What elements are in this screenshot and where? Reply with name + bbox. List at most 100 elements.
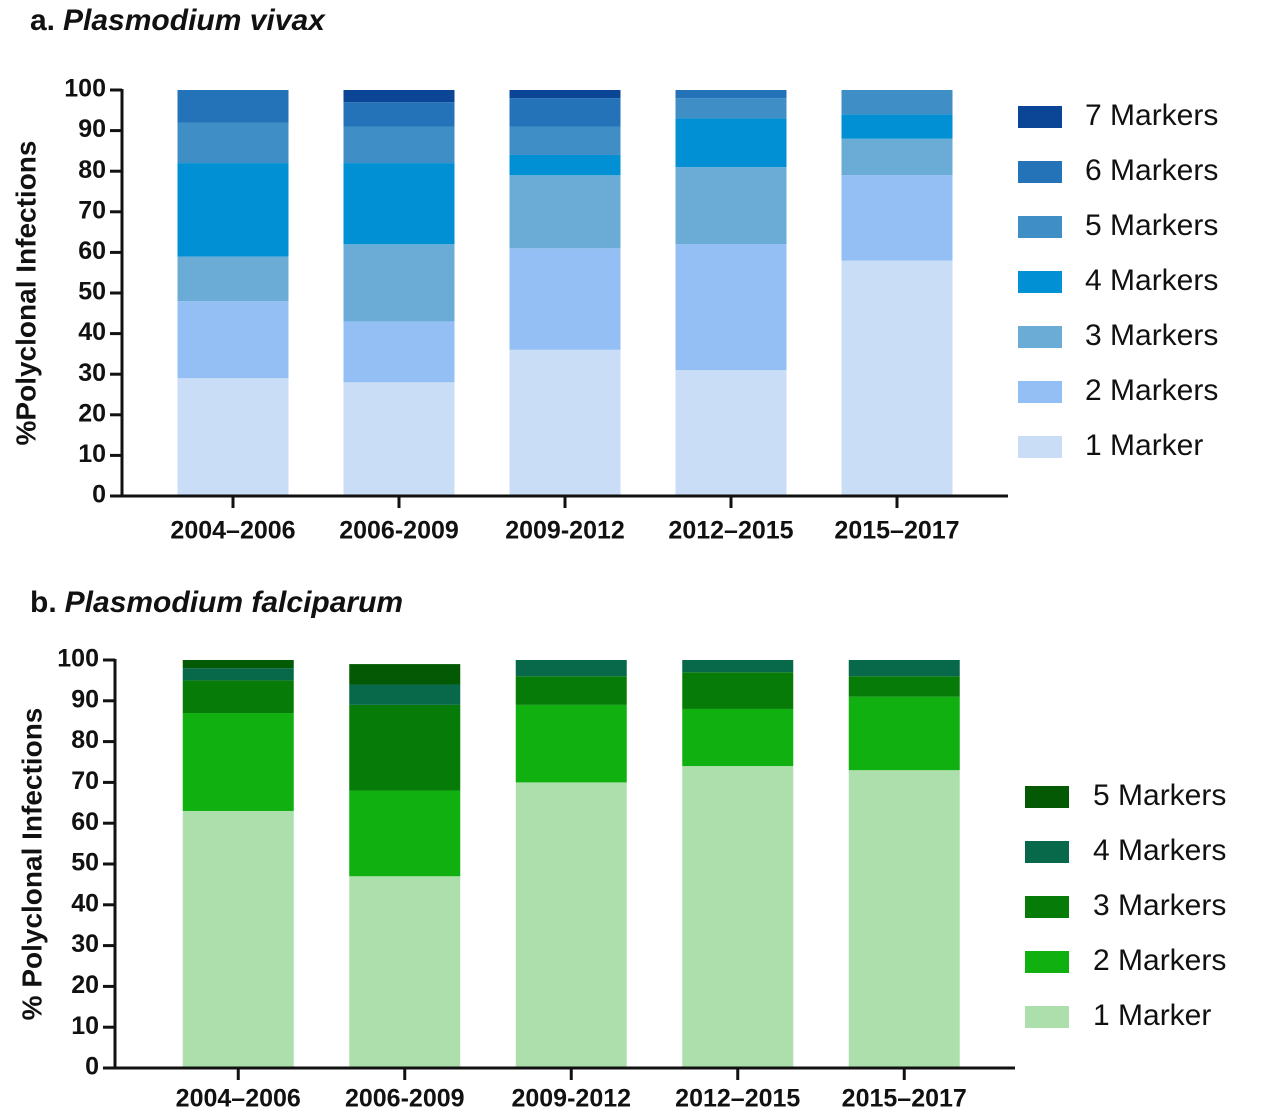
- bar-segment: [675, 98, 787, 119]
- bar-segment: [682, 672, 794, 709]
- panel-label: a.: [30, 4, 55, 37]
- y-tick-label: 70: [78, 196, 106, 224]
- bar-segment: [515, 704, 627, 783]
- y-tick-label: 0: [92, 481, 106, 509]
- bar-segment: [343, 321, 455, 383]
- bar-segment: [515, 676, 627, 705]
- bar-segment: [343, 163, 455, 245]
- y-tick-label: 50: [78, 278, 106, 306]
- bar-segment: [682, 766, 794, 1068]
- x-tick-label: 2009-2012: [511, 1085, 631, 1113]
- title-text: Plasmodium falciparum: [65, 586, 403, 619]
- bar-segment: [682, 708, 794, 767]
- y-axis-title: % Polyclonal Infections: [16, 708, 47, 1021]
- bar-segment: [177, 301, 289, 379]
- bar-segment: [182, 713, 294, 811]
- y-tick-label: 20: [71, 971, 99, 999]
- legend-swatch: [1025, 951, 1069, 973]
- bar-segment: [841, 90, 953, 115]
- bar-segment: [182, 810, 294, 1068]
- bar-segment: [349, 664, 461, 685]
- y-tick-label: 60: [71, 808, 99, 836]
- legend-swatch: [1018, 216, 1062, 238]
- y-tick-label: 40: [78, 318, 106, 346]
- bar-segment: [841, 114, 953, 139]
- y-tick-label: 10: [78, 440, 106, 468]
- bar-segment: [509, 126, 621, 155]
- bar-segment: [848, 660, 960, 677]
- legend-swatch: [1018, 381, 1062, 403]
- chart-title: b. Plasmodium falciparum: [30, 586, 403, 619]
- x-tick-label: 2012–2015: [675, 1085, 800, 1113]
- x-tick-label: 2015–2017: [842, 1085, 967, 1113]
- bar-segment: [177, 378, 289, 496]
- legend-label: 1 Marker: [1085, 429, 1203, 462]
- x-tick-label: 2004–2006: [170, 517, 295, 545]
- bar-segment: [675, 167, 787, 245]
- y-tick-label: 60: [78, 237, 106, 265]
- bar-segment: [182, 668, 294, 681]
- y-tick-label: 40: [71, 889, 99, 917]
- legend-swatch: [1018, 436, 1062, 458]
- bar-segment: [841, 138, 953, 176]
- bar-segment: [848, 696, 960, 771]
- legend-label: 6 Markers: [1085, 154, 1218, 187]
- x-tick-label: 2015–2017: [834, 517, 959, 545]
- bar-segment: [177, 122, 289, 164]
- y-tick-label: 0: [85, 1053, 99, 1081]
- x-tick-label: 2006-2009: [339, 517, 459, 545]
- bar-segment: [177, 163, 289, 257]
- legend-label: 7 Markers: [1085, 99, 1218, 132]
- x-tick-label: 2006-2009: [345, 1085, 465, 1113]
- legend-label: 2 Markers: [1085, 374, 1218, 407]
- chart-title: a. Plasmodium vivax: [30, 4, 326, 37]
- bar-segment: [349, 790, 461, 877]
- bar-segment: [343, 102, 455, 127]
- bar-segment: [509, 248, 621, 350]
- bar-segment: [343, 382, 455, 496]
- legend-label: 3 Markers: [1093, 889, 1226, 922]
- y-tick-label: 80: [71, 726, 99, 754]
- legend-label: 5 Markers: [1085, 209, 1218, 242]
- bar-segment: [841, 175, 953, 261]
- bar-segment: [509, 175, 621, 249]
- legend-swatch: [1018, 161, 1062, 183]
- y-tick-label: 100: [64, 75, 106, 103]
- y-tick-label: 30: [71, 930, 99, 958]
- legend-label: 4 Markers: [1085, 264, 1218, 297]
- legend-label: 5 Markers: [1093, 779, 1226, 812]
- bar-segment: [675, 90, 787, 99]
- y-tick-label: 20: [78, 399, 106, 427]
- legend-label: 3 Markers: [1085, 319, 1218, 352]
- y-tick-label: 90: [71, 685, 99, 713]
- bar-segment: [182, 680, 294, 714]
- bar-segment: [177, 256, 289, 302]
- title-text: Plasmodium vivax: [63, 4, 326, 37]
- legend-swatch: [1018, 271, 1062, 293]
- bar-segment: [515, 782, 627, 1068]
- legend-swatch: [1018, 326, 1062, 348]
- bar-segment: [509, 154, 621, 176]
- bar-segment: [848, 770, 960, 1068]
- bar-segment: [182, 660, 294, 669]
- bar-segment: [343, 126, 455, 164]
- bar-segment: [515, 660, 627, 677]
- legend-swatch: [1025, 1006, 1069, 1028]
- bar-segment: [848, 676, 960, 697]
- legend-label: 1 Marker: [1093, 999, 1211, 1032]
- x-tick-label: 2004–2006: [176, 1085, 301, 1113]
- bar-segment: [177, 90, 289, 123]
- legend-swatch: [1025, 841, 1069, 863]
- y-tick-label: 100: [57, 645, 99, 673]
- legend-swatch: [1018, 106, 1062, 128]
- bar-segment: [675, 118, 787, 168]
- bar-segment: [349, 684, 461, 705]
- y-tick-label: 10: [71, 1012, 99, 1040]
- legend-label: 2 Markers: [1093, 944, 1226, 977]
- y-tick-label: 80: [78, 156, 106, 184]
- bar-segment: [509, 349, 621, 496]
- bar-segment: [675, 244, 787, 371]
- legend-swatch: [1025, 896, 1069, 918]
- y-tick-label: 30: [78, 359, 106, 387]
